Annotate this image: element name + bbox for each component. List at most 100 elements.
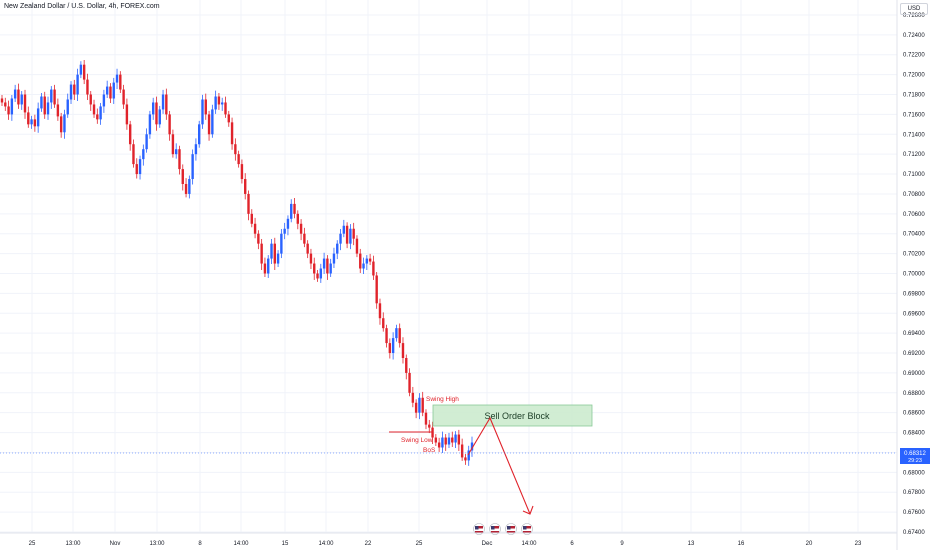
x-tick-label: 9 <box>620 541 624 547</box>
candle-body <box>132 144 135 165</box>
x-tick-label: 13 <box>688 541 695 547</box>
candle-body <box>339 233 342 244</box>
candle-body <box>102 94 106 107</box>
y-tick-label: 0.71800 <box>903 93 925 99</box>
y-tick-label: 0.72200 <box>903 53 925 59</box>
candle-body <box>217 96 221 105</box>
sell-order-block-label: Sell Order Block <box>484 411 550 421</box>
candle-body <box>227 114 230 123</box>
currency-badge[interactable]: USD <box>900 3 928 15</box>
candle-body <box>349 228 352 244</box>
candle-body <box>181 169 184 184</box>
candle-body <box>313 263 316 274</box>
candle-body <box>214 96 217 110</box>
current-price-tag: 0.68312 29:23 <box>0 448 930 464</box>
sell-order-block[interactable] <box>432 404 593 427</box>
candle-body <box>165 94 168 115</box>
candle-body <box>309 253 313 264</box>
candle-body <box>174 149 178 155</box>
candle-body <box>293 203 296 214</box>
candle-body <box>365 258 369 264</box>
candle-body <box>188 179 191 194</box>
x-tick-label: 13:00 <box>149 541 165 547</box>
candle-body <box>457 434 461 445</box>
x-tick-label: 16 <box>738 541 745 547</box>
candle-body <box>418 397 421 413</box>
candle-body <box>40 96 43 109</box>
candle-body <box>431 427 434 438</box>
candle-body <box>391 338 395 354</box>
candle-body <box>296 213 300 224</box>
candle-body <box>326 258 329 274</box>
candle-body <box>270 243 273 259</box>
candle-body <box>135 164 138 175</box>
x-tick-label: 14:00 <box>233 541 249 547</box>
y-tick-label: 0.67400 <box>903 530 925 536</box>
candle-body <box>178 149 181 170</box>
y-tick-label: 0.67600 <box>903 510 925 516</box>
y-tick-label: 0.69800 <box>903 291 925 297</box>
candle-body <box>43 96 46 115</box>
flag-icon[interactable] <box>521 523 533 535</box>
candle-body <box>290 203 293 219</box>
candle-body <box>191 154 194 180</box>
y-tick-label: 0.68000 <box>903 470 925 476</box>
candle-body <box>224 102 227 115</box>
candle-body <box>240 164 244 180</box>
candle-body <box>273 243 276 264</box>
candle-body <box>237 154 240 165</box>
candle-body <box>464 457 467 461</box>
candle-body <box>145 134 148 150</box>
candle-body <box>207 114 211 135</box>
candle-body <box>105 86 109 95</box>
x-tick-label: 14:00 <box>521 541 537 547</box>
candle-body <box>322 258 326 269</box>
candle-body <box>434 437 438 443</box>
candle-body <box>332 253 336 264</box>
candle-body <box>33 119 37 127</box>
candle-body <box>257 233 260 244</box>
bos-label: BoS <box>423 447 436 454</box>
candle-body <box>244 179 247 194</box>
candle-body <box>355 238 359 254</box>
candle-body <box>30 119 33 125</box>
y-tick-label: 0.70600 <box>903 212 925 218</box>
candle-body <box>447 437 451 445</box>
flag-icon[interactable] <box>505 523 517 535</box>
candle-body <box>73 84 76 95</box>
candle-body <box>109 86 112 99</box>
candle-body <box>303 233 306 244</box>
candle-body <box>23 94 27 113</box>
candle-body <box>148 114 152 135</box>
candle-body <box>414 402 418 413</box>
candle-body <box>13 89 17 99</box>
candle-body <box>0 98 4 103</box>
price-label-value: 0.68312 <box>904 451 926 457</box>
candle-body <box>388 343 392 354</box>
candle-body <box>151 102 155 115</box>
candle-body <box>250 213 253 224</box>
candle-body <box>201 99 204 125</box>
candle-body <box>66 99 69 115</box>
candle-body <box>306 243 309 254</box>
candle-body <box>20 94 23 105</box>
candle-body <box>119 74 122 90</box>
candle-body <box>27 112 30 125</box>
candle-body <box>437 442 441 448</box>
candle-body <box>329 263 332 274</box>
swing-high-label: Swing High <box>426 396 459 403</box>
x-tick-label: 20 <box>806 541 813 547</box>
flag-icon[interactable] <box>473 523 485 535</box>
candle-body <box>184 184 188 194</box>
candle-body <box>82 64 86 80</box>
y-tick-label: 0.70400 <box>903 232 925 238</box>
x-tick-label: 25 <box>29 541 36 547</box>
candle-body <box>398 328 401 344</box>
flag-icon[interactable] <box>489 523 501 535</box>
candle-body <box>247 193 250 214</box>
candle-body <box>125 104 129 125</box>
candle-body <box>375 275 378 304</box>
candle-body <box>221 102 224 105</box>
price-label-countdown: 29:23 <box>908 458 922 464</box>
